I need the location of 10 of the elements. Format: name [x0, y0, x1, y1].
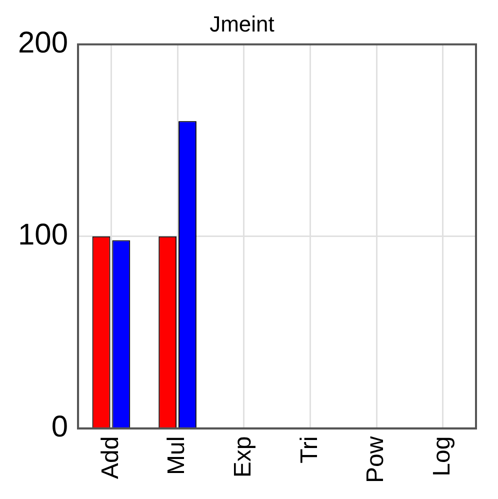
x-tick-label: Tri — [296, 436, 323, 464]
x-tick-label: Mul — [163, 436, 190, 475]
chart-title: Jmeint — [210, 11, 274, 36]
y-tick-label: 200 — [18, 26, 68, 60]
x-tick-label: Log — [428, 436, 456, 476]
x-tick-label: Exp — [229, 436, 256, 478]
x-tick-label: Pow — [362, 436, 390, 483]
x-tick-label: Add — [96, 436, 124, 480]
y-tick-label: 100 — [18, 218, 68, 252]
y-tick-label: 0 — [51, 410, 68, 444]
